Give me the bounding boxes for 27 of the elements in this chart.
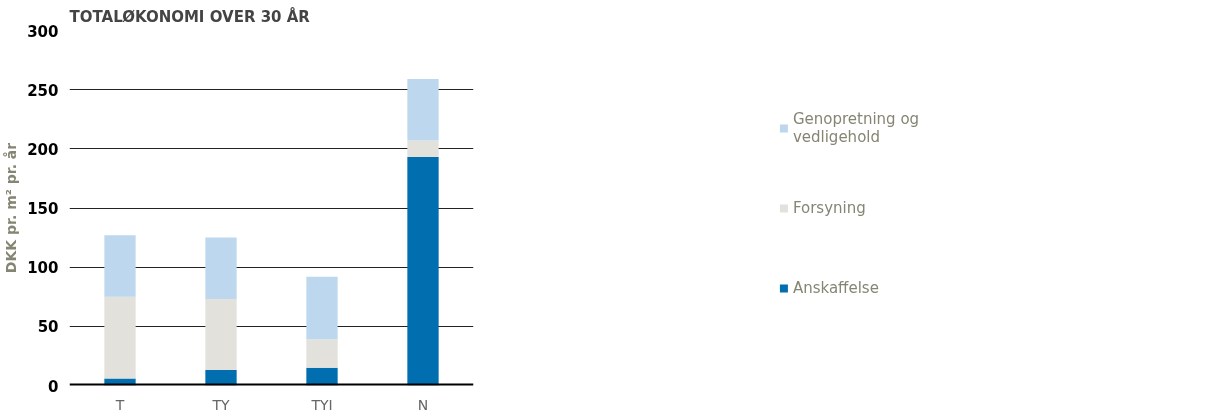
x-tick-label: N	[417, 396, 429, 413]
bar	[407, 157, 439, 386]
bar	[306, 367, 338, 386]
y-axis-title: DKK pr. m² pr. år	[3, 142, 20, 274]
chart-title: TOTALØKONOMI OVER 30 ÅR	[69, 6, 311, 26]
y-tick-label: 250	[27, 81, 59, 100]
bar	[306, 339, 338, 368]
x-tick-label: T	[114, 396, 125, 413]
legend-label: Forsyning	[792, 197, 866, 219]
y-tick-label: 300	[27, 22, 59, 41]
y-tick-label: 50	[37, 318, 59, 337]
bar	[407, 79, 439, 141]
bar	[104, 235, 136, 297]
legend-label: Anskaffelse	[792, 277, 879, 299]
bar	[306, 276, 338, 340]
y-tick-label: 150	[27, 200, 59, 218]
x-tick-label: TYI	[310, 396, 333, 413]
bar	[205, 370, 237, 386]
bar	[205, 237, 237, 300]
y-tick-label: 200	[27, 140, 59, 159]
y-tick-label: 100	[27, 259, 59, 278]
legend-label: Genopretning og vedligehold	[792, 108, 920, 148]
bar	[407, 140, 439, 158]
y-tick-label: 0	[48, 377, 59, 396]
bar	[104, 296, 136, 379]
x-tick-label: TY	[211, 396, 230, 413]
bar	[205, 299, 237, 371]
